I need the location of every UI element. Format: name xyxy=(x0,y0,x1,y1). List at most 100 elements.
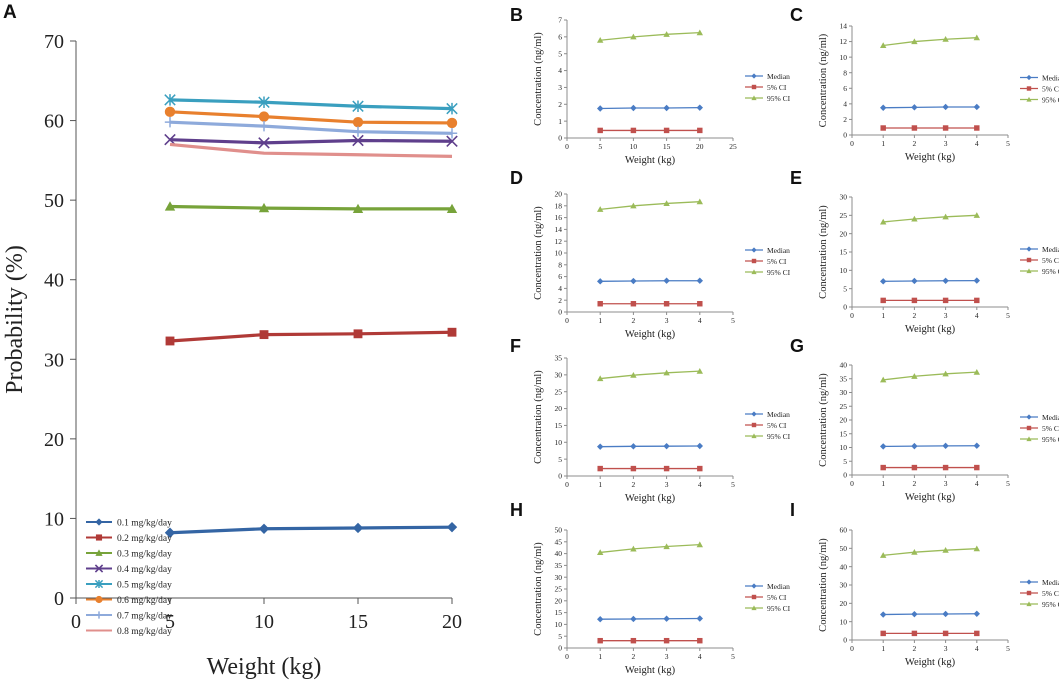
data-point xyxy=(942,630,949,637)
data-point xyxy=(597,549,604,555)
x-tick-label: 0 xyxy=(850,644,854,653)
legend-label: Median xyxy=(767,246,790,255)
data-point xyxy=(630,277,637,285)
y-tick-label: 0 xyxy=(843,131,847,140)
data-point xyxy=(974,297,980,304)
y-tick-label: 10 xyxy=(840,266,848,275)
series-i-0 xyxy=(880,610,980,618)
legend-label: 95% CI xyxy=(767,604,791,613)
y-tick-label: 0 xyxy=(843,303,847,312)
series-e-2 xyxy=(880,212,980,225)
data-point xyxy=(597,105,604,112)
x-tick-label: 2 xyxy=(913,311,917,320)
y-tick-label: 7 xyxy=(558,16,562,25)
x-tick-label: 4 xyxy=(975,644,979,653)
data-point xyxy=(911,373,918,379)
data-point xyxy=(942,277,949,284)
y-tick-label: 6 xyxy=(558,32,562,41)
data-point xyxy=(164,106,176,118)
series-line xyxy=(169,138,453,145)
y-axis-title: Concentration (ng/ml) xyxy=(818,538,829,632)
series-line xyxy=(600,370,700,380)
legend-swatch-marker xyxy=(751,433,757,439)
legend: Median 5% CI 95% CI xyxy=(745,582,791,613)
data-point xyxy=(446,203,458,214)
series-d-2 xyxy=(597,198,703,212)
x-tick-label: 5 xyxy=(731,480,735,489)
data-point xyxy=(447,327,457,337)
legend-label: 5% CI xyxy=(1042,256,1059,265)
x-tick-label: 20 xyxy=(442,611,462,633)
legend-swatch-marker xyxy=(94,564,104,573)
x-tick-label: 5 xyxy=(731,652,735,661)
data-point xyxy=(911,38,918,45)
data-point xyxy=(880,42,887,49)
legend-swatch-marker xyxy=(751,269,757,275)
data-point xyxy=(696,277,703,284)
x-tick-label: 0 xyxy=(565,316,569,325)
panel-letter-g: G xyxy=(790,336,804,356)
x-tick-label: 1 xyxy=(881,311,885,320)
y-tick-label: 40 xyxy=(840,562,848,571)
data-point xyxy=(942,546,949,553)
y-tick-label: 10 xyxy=(840,53,848,62)
panel-b: B 0 1 2 3 4 5 6 7 0 5 10 15 20 25 Weight (kg) Concentrat… xyxy=(510,5,791,166)
legend-swatch-marker xyxy=(1026,257,1032,263)
legend-label: 95% CI xyxy=(1042,95,1059,104)
data-point xyxy=(597,637,603,644)
series-line xyxy=(169,330,453,343)
legend-label: 0.7 mg/kg/day xyxy=(117,612,172,622)
y-tick-label: 14 xyxy=(840,22,848,31)
y-tick-label: 30 xyxy=(840,388,848,397)
series-i-1 xyxy=(880,630,980,637)
series-b-2 xyxy=(597,29,703,43)
y-tick-label: 5 xyxy=(843,457,847,466)
y-tick-label: 0 xyxy=(558,472,562,481)
y-axis-title: Probability (%) xyxy=(2,245,28,394)
data-point xyxy=(696,615,703,622)
series-a-5 xyxy=(164,106,458,129)
y-tick-label: 20 xyxy=(840,229,848,238)
legend-swatch-marker xyxy=(1026,96,1032,102)
legend-swatch-marker xyxy=(1026,268,1032,274)
series-line xyxy=(600,543,700,554)
data-point xyxy=(663,127,670,134)
data-point xyxy=(880,443,887,450)
data-point xyxy=(663,277,670,284)
legend-swatch-marker xyxy=(95,595,103,604)
data-point xyxy=(630,33,637,40)
y-tick-label: 10 xyxy=(555,620,563,629)
x-axis-title: Weight (kg) xyxy=(905,492,956,503)
x-tick-label: 2 xyxy=(913,479,917,488)
y-tick-label: 0 xyxy=(54,588,64,610)
x-tick-label: 4 xyxy=(975,139,979,148)
y-tick-label: 2 xyxy=(843,115,847,124)
legend-label: 95% CI xyxy=(1042,267,1059,276)
series-a-2 xyxy=(164,201,458,214)
data-point xyxy=(259,330,269,340)
x-axis-title: Weight (kg) xyxy=(905,324,956,335)
y-tick-label: 0 xyxy=(558,644,562,653)
y-axis-title: Concentration (ng/ml) xyxy=(533,370,544,464)
series-g-1 xyxy=(880,464,980,471)
series-c-1 xyxy=(880,125,980,131)
x-tick-label: 2 xyxy=(632,316,636,325)
y-tick-label: 30 xyxy=(555,370,563,379)
x-tick-label: 2 xyxy=(913,139,917,148)
series-g-2 xyxy=(880,368,980,383)
x-tick-label: 0 xyxy=(850,311,854,320)
x-axis-title: Weight (kg) xyxy=(625,155,676,166)
series-line xyxy=(600,107,700,110)
series-line xyxy=(600,280,700,282)
y-tick-label: 35 xyxy=(555,354,563,363)
data-point xyxy=(973,103,980,111)
x-tick-label: 4 xyxy=(698,652,702,661)
y-tick-label: 45 xyxy=(555,537,563,546)
y-tick-label: 6 xyxy=(558,272,562,281)
data-point xyxy=(164,201,176,211)
series-line xyxy=(883,371,977,381)
data-point xyxy=(446,102,458,115)
data-point xyxy=(973,545,980,552)
data-point xyxy=(973,34,980,41)
